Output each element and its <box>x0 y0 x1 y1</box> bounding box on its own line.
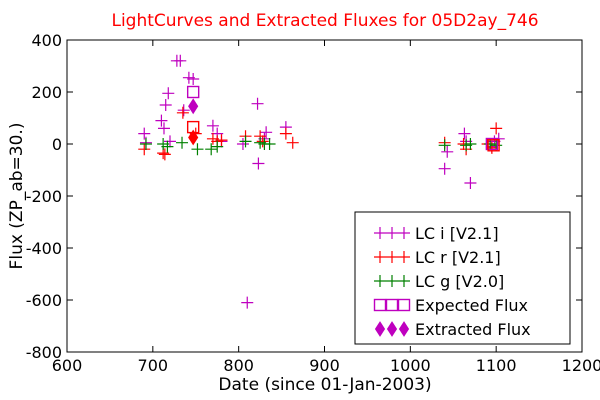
y-tick-label: 200 <box>31 83 62 102</box>
data-point-plus <box>256 135 269 148</box>
x-tick-label: 600 <box>52 356 83 375</box>
chart-title: LightCurves and Extracted Fluxes for 05D… <box>111 11 538 31</box>
data-point-plus <box>176 136 189 149</box>
legend-marker-plus <box>374 275 386 287</box>
legend-marker-plus <box>398 227 410 239</box>
x-tick-label: 1000 <box>390 356 431 375</box>
x-tick-label: 1100 <box>476 356 517 375</box>
data-point-plus <box>158 148 171 161</box>
series-diamond-bf00bf <box>188 98 199 115</box>
data-point-plus <box>441 145 454 158</box>
data-point-plus <box>162 87 175 100</box>
x-axis-label: Date (since 01-Jan-2003) <box>218 375 431 395</box>
data-layer <box>138 54 505 309</box>
legend-label: Expected Flux <box>415 296 528 315</box>
y-tick-label: -200 <box>26 187 62 206</box>
data-point-plus <box>438 162 451 175</box>
data-point-plus <box>215 134 228 147</box>
data-point-plus <box>191 143 204 156</box>
data-point-square <box>485 137 499 151</box>
legend-label: LC i [V2.1] <box>415 224 499 243</box>
data-point-plus <box>157 122 170 135</box>
data-point-plus <box>464 177 477 189</box>
data-point-plus <box>260 126 273 139</box>
legend-marker-plus <box>398 275 410 287</box>
data-point-plus <box>205 143 218 156</box>
data-point-square <box>487 139 500 152</box>
legend-box <box>354 211 571 345</box>
data-point-plus <box>490 122 503 135</box>
data-point-plus <box>252 157 265 170</box>
data-point-plus <box>279 127 292 140</box>
data-point-plus <box>159 99 172 111</box>
data-point-plus <box>164 135 176 148</box>
legend-marker-diamond <box>398 321 410 337</box>
data-point-plus <box>286 136 299 149</box>
x-tick-label: 700 <box>138 356 169 375</box>
data-point-square <box>186 85 200 99</box>
data-point-plus <box>138 127 151 140</box>
data-point-diamond <box>188 98 199 115</box>
x-tick-label: 1200 <box>562 356 600 375</box>
data-point-plus <box>438 139 451 152</box>
y-tick-label: 0 <box>52 135 62 154</box>
data-point-plus <box>239 135 252 148</box>
y-axis-label: Flux (ZP_ab=30.) <box>7 123 27 270</box>
legend-marker-plus <box>386 251 398 263</box>
data-point-plus <box>155 114 168 127</box>
legend-label: LC r [V2.1] <box>415 248 501 267</box>
legend-label: Extracted Flux <box>415 320 531 339</box>
legend: LC i [V2.1] LC r [V2.1] LC g [V2.0] Expecte… <box>354 211 571 345</box>
legend-marker-square <box>397 298 411 312</box>
data-point-plus <box>174 54 187 67</box>
data-point-plus <box>241 296 254 309</box>
y-tick-label: -400 <box>26 239 62 258</box>
data-point-plus <box>464 138 477 150</box>
x-tick-label: 900 <box>309 356 340 375</box>
legend-marker-plus <box>386 227 398 239</box>
data-point-plus <box>236 138 249 150</box>
series-square-bf00bf <box>186 85 499 151</box>
legend-label: LC g [V2.0] <box>415 272 504 291</box>
data-point-plus <box>251 97 264 110</box>
y-tick-label: -800 <box>26 343 62 362</box>
data-point-plus <box>211 140 224 153</box>
legend-marker-plus <box>386 275 398 287</box>
data-point-plus <box>458 127 471 140</box>
data-point-plus <box>176 106 189 119</box>
legend-marker-plus <box>374 251 386 263</box>
data-point-plus <box>138 143 151 156</box>
series-diamond-ff0000 <box>188 129 199 146</box>
legend-marker-square <box>373 298 387 312</box>
data-point-plus <box>263 138 276 150</box>
data-point-plus <box>177 104 190 117</box>
series-square-ff0000 <box>186 120 500 152</box>
legend-marker-diamond <box>374 321 386 337</box>
legend-marker-square <box>385 298 399 312</box>
x-tick-label: 800 <box>223 356 254 375</box>
legend-marker-diamond <box>386 321 398 337</box>
data-point-plus <box>139 138 152 150</box>
data-point-plus <box>206 119 219 132</box>
y-tick-label: -600 <box>26 291 62 310</box>
legend-marker-plus <box>374 227 386 239</box>
legend-marker-plus <box>398 251 410 263</box>
y-tick-label: 400 <box>31 31 62 50</box>
data-point-plus <box>161 140 174 153</box>
axes-layer: 600 700 800 900 1000 1100 1200 -800 -600 -400 -200… <box>26 31 600 375</box>
data-point-plus <box>187 73 200 85</box>
data-point-diamond <box>188 129 199 146</box>
